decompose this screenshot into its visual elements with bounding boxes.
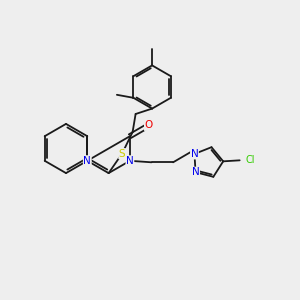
Text: O: O <box>145 120 153 130</box>
Text: N: N <box>126 156 134 166</box>
Text: N: N <box>190 149 198 159</box>
Text: N: N <box>83 156 91 166</box>
Text: N: N <box>192 167 200 177</box>
Text: S: S <box>119 148 125 159</box>
Text: Cl: Cl <box>245 155 255 165</box>
